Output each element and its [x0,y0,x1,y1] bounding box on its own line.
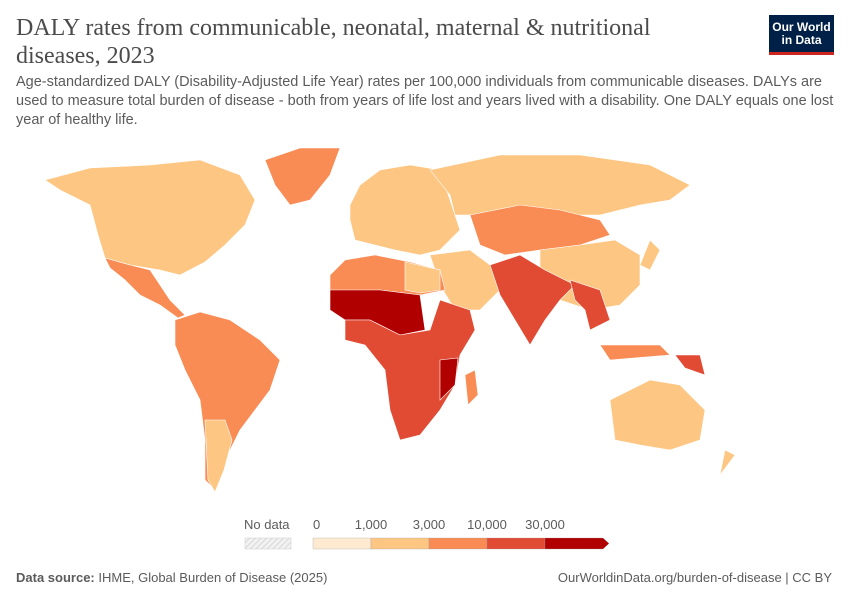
logo-text: Our World in Data [772,19,831,47]
map-region[interactable] [674,354,706,376]
map-region[interactable] [609,379,706,451]
legend-tick-label: 10,000 [467,517,507,532]
legend-tick-label: 3,000 [413,517,446,532]
legend-bin[interactable] [486,537,546,550]
source-url[interactable]: OurWorldinData.org/burden-of-disease | C… [557,570,832,585]
chart-title: DALY rates from communicable, neonatal, … [16,15,651,69]
map-region[interactable] [264,147,341,206]
map-region[interactable] [719,449,736,476]
map-region[interactable] [174,311,281,491]
map-region[interactable] [439,357,459,401]
map-region[interactable] [404,261,441,294]
map-region[interactable] [469,204,611,256]
source-label: Data source: [16,570,95,585]
map-region[interactable] [204,419,233,493]
map-region[interactable] [464,369,479,406]
legend-tick-label: 0 [313,517,320,532]
map-region[interactable] [349,164,461,256]
map-region[interactable] [599,344,671,361]
map-region[interactable] [429,154,691,216]
map-region[interactable] [569,279,611,331]
world-map [44,147,736,493]
legend-tick-label: 1,000 [355,517,388,532]
legend-no-data-swatch [244,537,292,550]
legend-bin[interactable] [428,537,488,550]
legend-tick-label: 30,000 [525,517,565,532]
chart-subtitle: Age-standardized DALY (Disability-Adjust… [16,74,834,128]
source-text[interactable]: IHME, Global Burden of Disease (2025) [98,570,328,585]
legend-no-data-label: No data [244,517,290,532]
map-region[interactable] [489,254,576,346]
legend-bin[interactable] [544,537,610,550]
map-region[interactable] [104,257,186,319]
data-source: Data source: IHME, Global Burden of Dise… [16,570,327,585]
map-legend: No data 0 1,000 3,000 10,000 30,000 [244,517,610,550]
legend-bin[interactable] [312,537,372,550]
map-region[interactable] [639,239,661,271]
legend-bin[interactable] [370,537,430,550]
map-region[interactable] [44,159,256,276]
owid-logo[interactable]: Our World in Data [769,15,834,55]
